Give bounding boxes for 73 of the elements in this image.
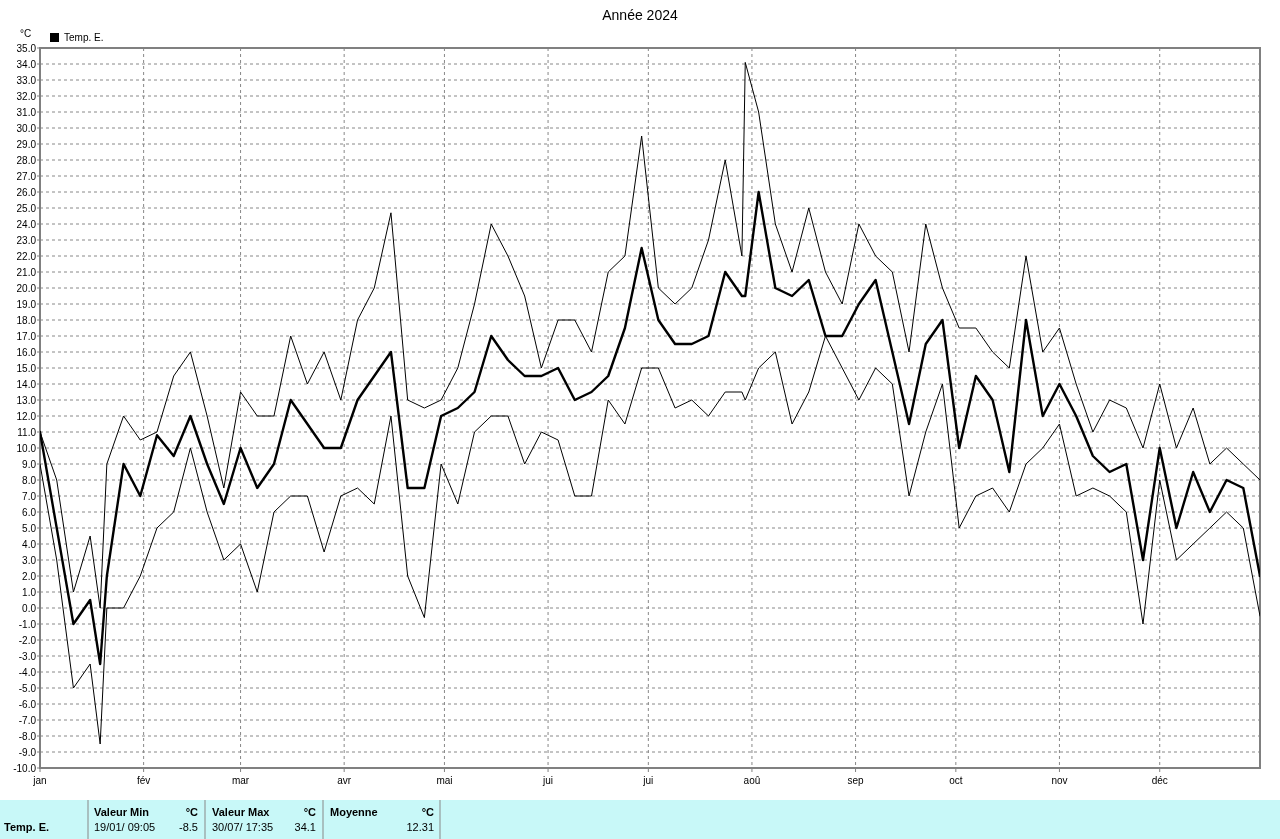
chart-title: Année 2024 [602,7,678,23]
y-tick-label: -8.0 [18,730,37,742]
y-tick-label: 34.0 [16,58,37,70]
y-tick-label: 30.0 [16,122,37,134]
y-tick-label: 17.0 [16,330,37,342]
y-tick-label: 33.0 [16,74,37,86]
y-tick-label: 1.0 [22,586,37,598]
y-tick-label: 15.0 [16,362,37,374]
y-tick-label: 31.0 [16,106,37,118]
x-tick-label: oct [949,775,963,786]
x-tick-label: jui [542,775,554,786]
y-tick-label: 18.0 [16,314,37,326]
text: °C [421,806,435,818]
x-tick-label: jan [32,775,47,786]
y-tick-label: -1.0 [18,618,37,630]
y-tick-label: 21.0 [16,266,37,278]
y-tick-label: 22.0 [16,250,37,262]
y-tick-label: 23.0 [16,234,37,246]
y-tick-label: 5.0 [22,522,37,534]
y-tick-label: 10.0 [16,442,37,454]
y-axis-title: °C [20,28,32,39]
y-tick-label: 13.0 [16,394,37,406]
y-tick-label: -3.0 [18,650,37,662]
y-tick-label: 3.0 [22,554,37,566]
y-tick-label: 2.0 [22,570,37,582]
y-tick-label: 32.0 [16,90,37,102]
legend-label: Temp. E. [64,32,104,43]
y-tick-label: 25.0 [16,202,37,214]
y-tick-label: 0.0 [22,602,37,614]
y-tick-label: -5.0 [18,682,37,694]
x-tick-label: mar [231,775,250,786]
text: Valeur Max [212,806,271,818]
y-tick-label: 28.0 [16,154,37,166]
y-tick-label: -4.0 [18,666,37,678]
y-tick-label: 29.0 [16,138,37,150]
x-tick-label: fév [136,775,151,786]
y-tick-label: 12.0 [16,410,37,422]
text: Valeur Min [94,806,150,818]
y-tick-label: 19.0 [16,298,37,310]
x-tick-label: aoû [743,775,761,786]
y-tick-label: 14.0 [16,378,37,390]
y-tick-label: 4.0 [22,538,37,550]
y-tick-label: 6.0 [22,506,37,518]
text: 19/01/ 09:05 [94,821,156,833]
y-tick-label: -10.0 [13,762,37,774]
x-tick-label: déc [1151,775,1168,786]
y-tick-label: 8.0 [22,474,37,486]
y-tick-label: 27.0 [16,170,37,182]
text: °C [303,806,317,818]
y-tick-label: 26.0 [16,186,37,198]
y-tick-label: -2.0 [18,634,37,646]
x-tick-label: nov [1051,775,1068,786]
text: 34.1 [294,821,316,833]
y-tick-label: 11.0 [17,426,37,438]
y-tick-label: 16.0 [16,346,37,358]
y-tick-label: -6.0 [18,698,37,710]
text: Moyenne [330,806,378,818]
y-tick-label: 24.0 [16,218,37,230]
y-tick-label: -9.0 [18,746,37,758]
text: °C [185,806,199,818]
text: 30/07/ 17:35 [212,821,274,833]
x-tick-label: jui [642,775,654,786]
text: 12.31 [406,821,434,833]
x-tick-label: mai [436,775,453,786]
x-tick-label: sep [847,775,865,786]
y-tick-label: 9.0 [22,458,37,470]
x-tick-label: avr [337,775,352,786]
y-tick-label: 20.0 [16,282,37,294]
y-tick-label: -7.0 [18,714,37,726]
y-tick-label: 35.0 [16,42,37,54]
text: Temp. E. [4,821,50,833]
text: -8.5 [179,821,198,833]
y-tick-label: 7.0 [22,490,37,502]
